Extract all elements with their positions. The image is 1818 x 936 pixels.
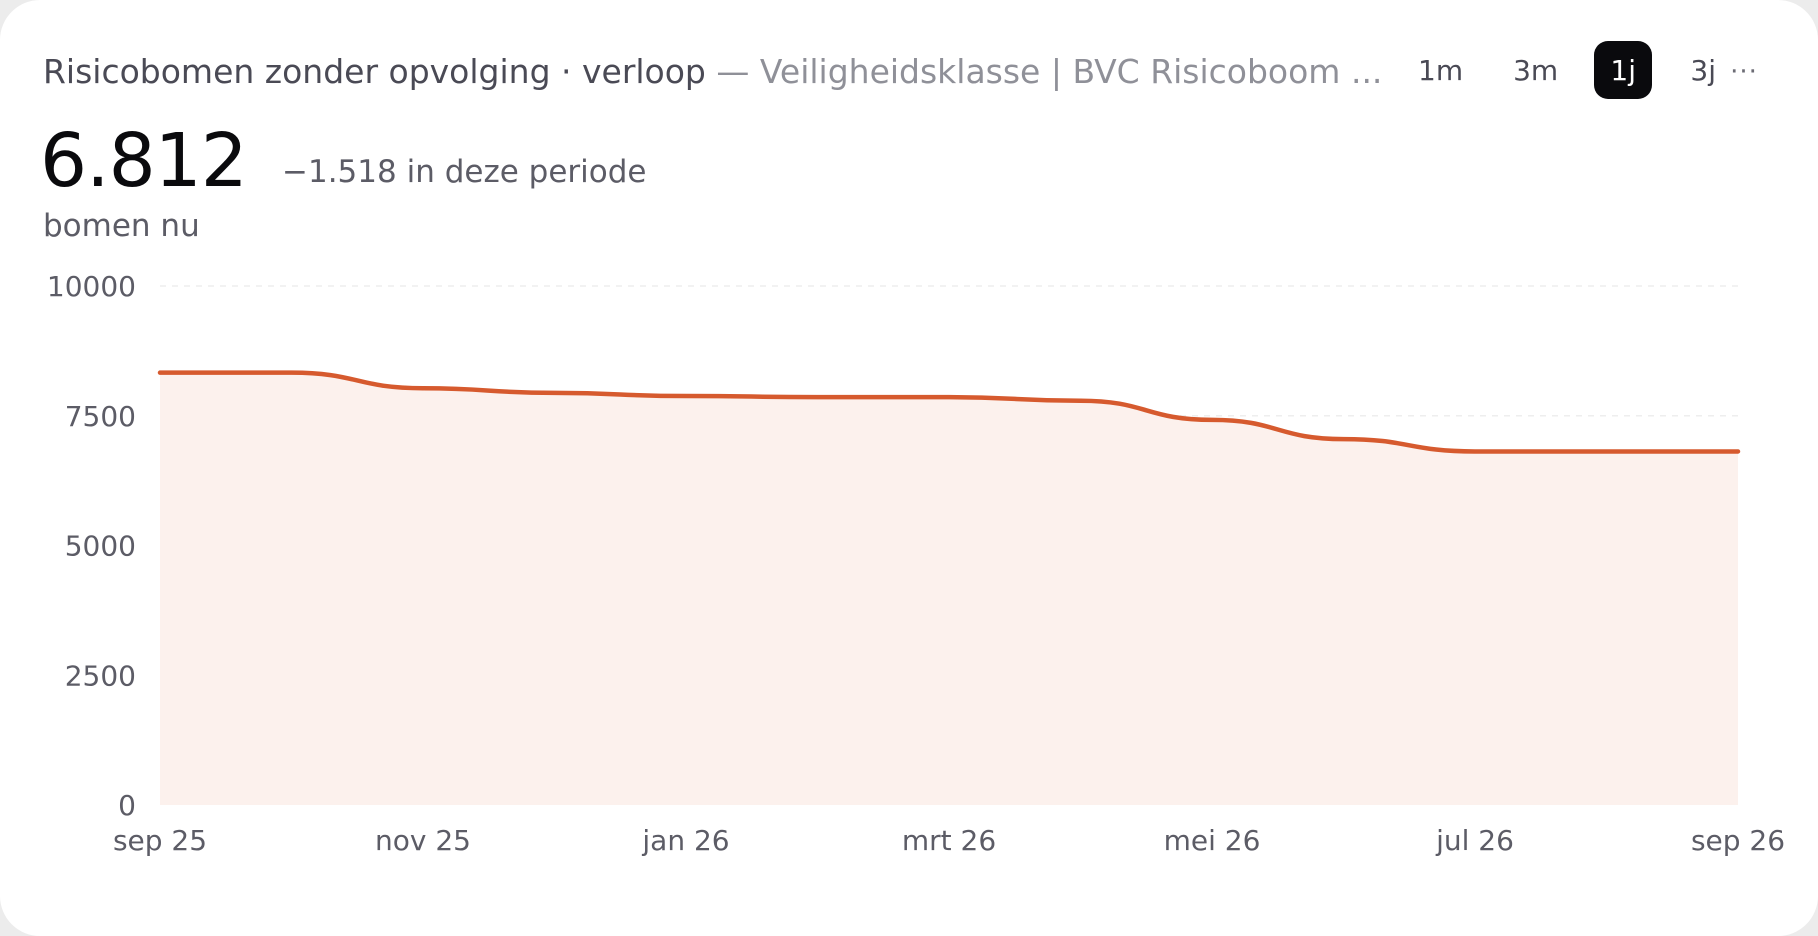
range-button-3m[interactable]: 3m bbox=[1513, 53, 1559, 87]
y-tick-label: 5000 bbox=[65, 530, 136, 563]
x-tick-label: mrt 26 bbox=[902, 824, 996, 857]
range-button-3j[interactable]: 3j bbox=[1690, 53, 1716, 87]
y-tick-label: 2500 bbox=[65, 659, 136, 692]
x-tick-label: jan 26 bbox=[641, 824, 729, 857]
range-button-1j[interactable]: 1j bbox=[1594, 41, 1653, 99]
y-tick-label: 10000 bbox=[47, 270, 136, 303]
x-tick-label: mei 26 bbox=[1164, 824, 1261, 857]
range-button-1m[interactable]: 1m bbox=[1418, 53, 1464, 87]
area-fill bbox=[160, 372, 1738, 805]
x-tick-label: sep 26 bbox=[1691, 824, 1785, 857]
x-tick-label: jul 26 bbox=[1435, 824, 1514, 857]
more-options-icon[interactable]: ··· bbox=[1730, 57, 1758, 87]
y-tick-label: 7500 bbox=[65, 400, 136, 433]
range-selector: 1m 3m 1j 3j bbox=[1404, 41, 1754, 99]
period-delta: −1.518 in deze periode bbox=[282, 154, 647, 190]
series-line bbox=[157, 370, 1741, 454]
current-value: 6.812 bbox=[40, 118, 248, 204]
current-value-label: bomen nu bbox=[43, 208, 200, 244]
x-tick-label: sep 25 bbox=[113, 824, 207, 857]
y-tick-label: 0 bbox=[118, 789, 136, 822]
x-tick-label: nov 25 bbox=[375, 824, 471, 857]
